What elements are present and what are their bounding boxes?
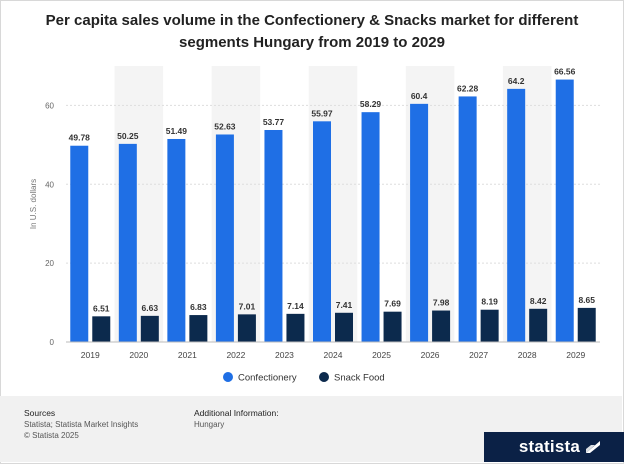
bar-snack-food	[140, 315, 159, 342]
additional-info-line: Hungary	[194, 420, 225, 429]
y-axis-title: In U.S. dollars	[29, 179, 38, 229]
data-label: 50.25	[117, 131, 139, 141]
legend-label: Confectionery	[238, 373, 297, 384]
data-label: 52.63	[214, 121, 236, 131]
legend-label: Snack Food	[334, 373, 385, 384]
data-label: 49.78	[69, 133, 91, 143]
x-tick-label: 2025	[372, 350, 391, 360]
y-tick-label: 20	[45, 259, 54, 268]
data-label: 8.19	[481, 297, 498, 307]
data-label: 58.29	[360, 99, 382, 109]
bar-snack-food	[286, 313, 305, 342]
data-label: 62.28	[457, 83, 479, 93]
bar-confectionery	[313, 121, 331, 342]
bar-confectionery	[264, 129, 283, 342]
bar-confectionery	[118, 143, 137, 342]
x-tick-label: 2028	[518, 350, 537, 360]
bar-snack-food	[480, 309, 499, 342]
bar-confectionery	[507, 88, 526, 343]
data-label: 60.4	[411, 91, 428, 101]
bar-snack-food	[335, 312, 353, 342]
legend-marker	[223, 372, 233, 382]
data-label: 8.65	[578, 295, 595, 305]
legend-marker	[319, 372, 329, 382]
bar-snack-food	[529, 308, 548, 342]
bar-confectionery	[215, 134, 234, 342]
x-tick-label: 2029	[566, 350, 585, 360]
x-tick-label: 2020	[129, 350, 148, 360]
bar-snack-food	[383, 311, 402, 342]
data-label: 7.41	[336, 300, 353, 310]
data-label: 53.77	[263, 117, 285, 127]
bar-snack-food	[92, 316, 111, 342]
x-tick-label: 2026	[421, 350, 440, 360]
data-label: 6.83	[190, 302, 207, 312]
statista-logo-text: statista	[518, 437, 580, 456]
bar-confectionery	[410, 103, 429, 342]
bar-confectionery	[167, 138, 186, 342]
data-label: 7.01	[239, 301, 256, 311]
chart-title: Per capita sales volume in the Confectio…	[45, 12, 579, 51]
data-label: 7.98	[433, 298, 450, 308]
additional-info-heading: Additional Information:	[194, 408, 279, 418]
data-label: 7.69	[384, 299, 401, 309]
copyright-line: © Statista 2025	[24, 431, 79, 440]
additional-info-block: Additional Information: Hungary	[194, 408, 279, 430]
statista-logo[interactable]: statista	[519, 436, 602, 458]
sources-block: Sources Statista; Statista Market Insigh…	[24, 408, 138, 441]
bar-snack-food	[237, 314, 256, 342]
y-tick-label: 40	[45, 180, 54, 189]
data-label: 55.97	[311, 108, 333, 118]
x-tick-label: 2027	[469, 350, 488, 360]
y-tick-label: 60	[45, 101, 54, 110]
data-label: 8.42	[530, 296, 547, 306]
x-tick-label: 2019	[81, 350, 100, 360]
statista-logo-icon	[586, 441, 600, 453]
data-label: 7.14	[287, 301, 304, 311]
x-tick-label: 2023	[275, 350, 294, 360]
bar-snack-food	[577, 307, 596, 342]
logo-band	[484, 432, 624, 462]
x-tick-label: 2024	[324, 350, 343, 360]
y-tick-label: 0	[50, 338, 55, 347]
data-label: 6.63	[142, 303, 159, 313]
bar-confectionery	[361, 112, 380, 342]
bar-snack-food	[189, 315, 208, 342]
bar-snack-food	[432, 310, 451, 342]
bar-confectionery	[70, 145, 89, 342]
bar-confectionery	[458, 96, 477, 342]
sources-heading: Sources	[24, 408, 56, 418]
bar-chart: 0 20 40 60 In U.S. dollars 49.78 6.51 2019 50.25…	[29, 66, 600, 384]
sources-line: Statista; Statista Market Insights	[24, 420, 139, 429]
data-label: 6.51	[93, 303, 110, 313]
data-label: 64.2	[508, 76, 525, 86]
x-tick-label: 2022	[226, 350, 245, 360]
x-tick-label: 2021	[178, 350, 197, 360]
data-label: 51.49	[166, 126, 188, 136]
data-label: 66.56	[554, 67, 576, 77]
bar-confectionery	[555, 79, 574, 343]
